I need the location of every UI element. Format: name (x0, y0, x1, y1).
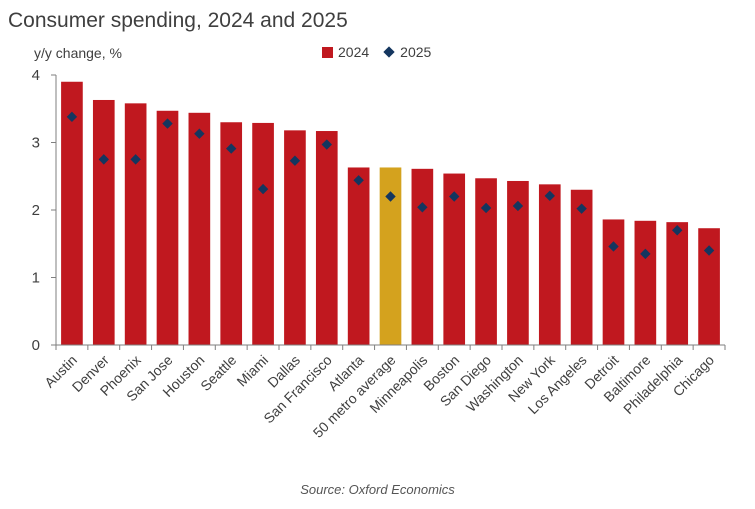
chart-title: Consumer spending, 2024 and 2025 (8, 9, 348, 32)
bar-2024 (315, 131, 338, 345)
marker-2025 (66, 111, 78, 123)
marker-2025 (385, 191, 396, 202)
bar-2024 (634, 220, 657, 345)
bar-2024 (379, 167, 402, 345)
bar-2024 (220, 122, 243, 345)
marker-2025 (672, 225, 683, 236)
legend-item-2024: 2024 (322, 44, 369, 60)
legend: 2024 2025 (322, 44, 445, 60)
bar-2024 (507, 180, 529, 345)
legend-item-2025: 2025 (383, 44, 431, 60)
bar-2024 (252, 122, 274, 345)
bar-2024 (443, 173, 466, 345)
bar-2024 (602, 219, 625, 345)
y-tick-label: 1 (32, 270, 40, 287)
legend-swatch-2024 (322, 46, 333, 58)
bar-2024 (124, 103, 147, 345)
bar-2024 (411, 168, 434, 345)
bar-2024 (347, 167, 370, 345)
y-tick-label: 2 (32, 202, 40, 219)
marker-2025 (353, 175, 364, 186)
marker-2025 (194, 128, 205, 139)
y-tick-label: 3 (32, 135, 40, 152)
marker-2025 (576, 203, 587, 214)
source-note: Source: Oxford Economics (300, 482, 455, 497)
bar-2024 (284, 130, 306, 345)
marker-2025 (703, 245, 715, 256)
bar-2024 (475, 178, 497, 345)
y-tick-label: 0 (32, 337, 40, 354)
marker-2025 (512, 200, 524, 212)
bar-2024 (570, 189, 593, 345)
x-tick-label: Seattle (197, 352, 239, 394)
y-axis-label: y/y change, % (34, 45, 122, 61)
marker-2025 (544, 190, 555, 202)
y-tick-label: 4 (32, 67, 40, 84)
bar-2024 (666, 222, 689, 345)
marker-2025 (640, 248, 651, 260)
marker-2025 (98, 154, 109, 165)
marker-2025 (417, 202, 428, 213)
marker-2025 (480, 202, 492, 214)
legend-label-2025: 2025 (400, 44, 432, 60)
bar-2024 (538, 184, 561, 345)
bar-2024 (156, 110, 179, 346)
marker-2025 (321, 139, 332, 150)
marker-2025 (257, 183, 269, 195)
marker-2025 (130, 154, 141, 165)
marker-2025 (289, 155, 301, 166)
bar-2024 (188, 112, 211, 345)
legend-label-2024: 2024 (338, 44, 370, 60)
bar-2024 (698, 228, 720, 345)
bar-2024 (61, 81, 83, 345)
marker-2025 (449, 191, 460, 202)
x-tick-label: Miami (233, 352, 271, 390)
marker-2025 (226, 143, 237, 154)
marker-2025 (162, 118, 173, 129)
bar-2024 (92, 99, 115, 345)
marker-2025 (608, 241, 619, 252)
